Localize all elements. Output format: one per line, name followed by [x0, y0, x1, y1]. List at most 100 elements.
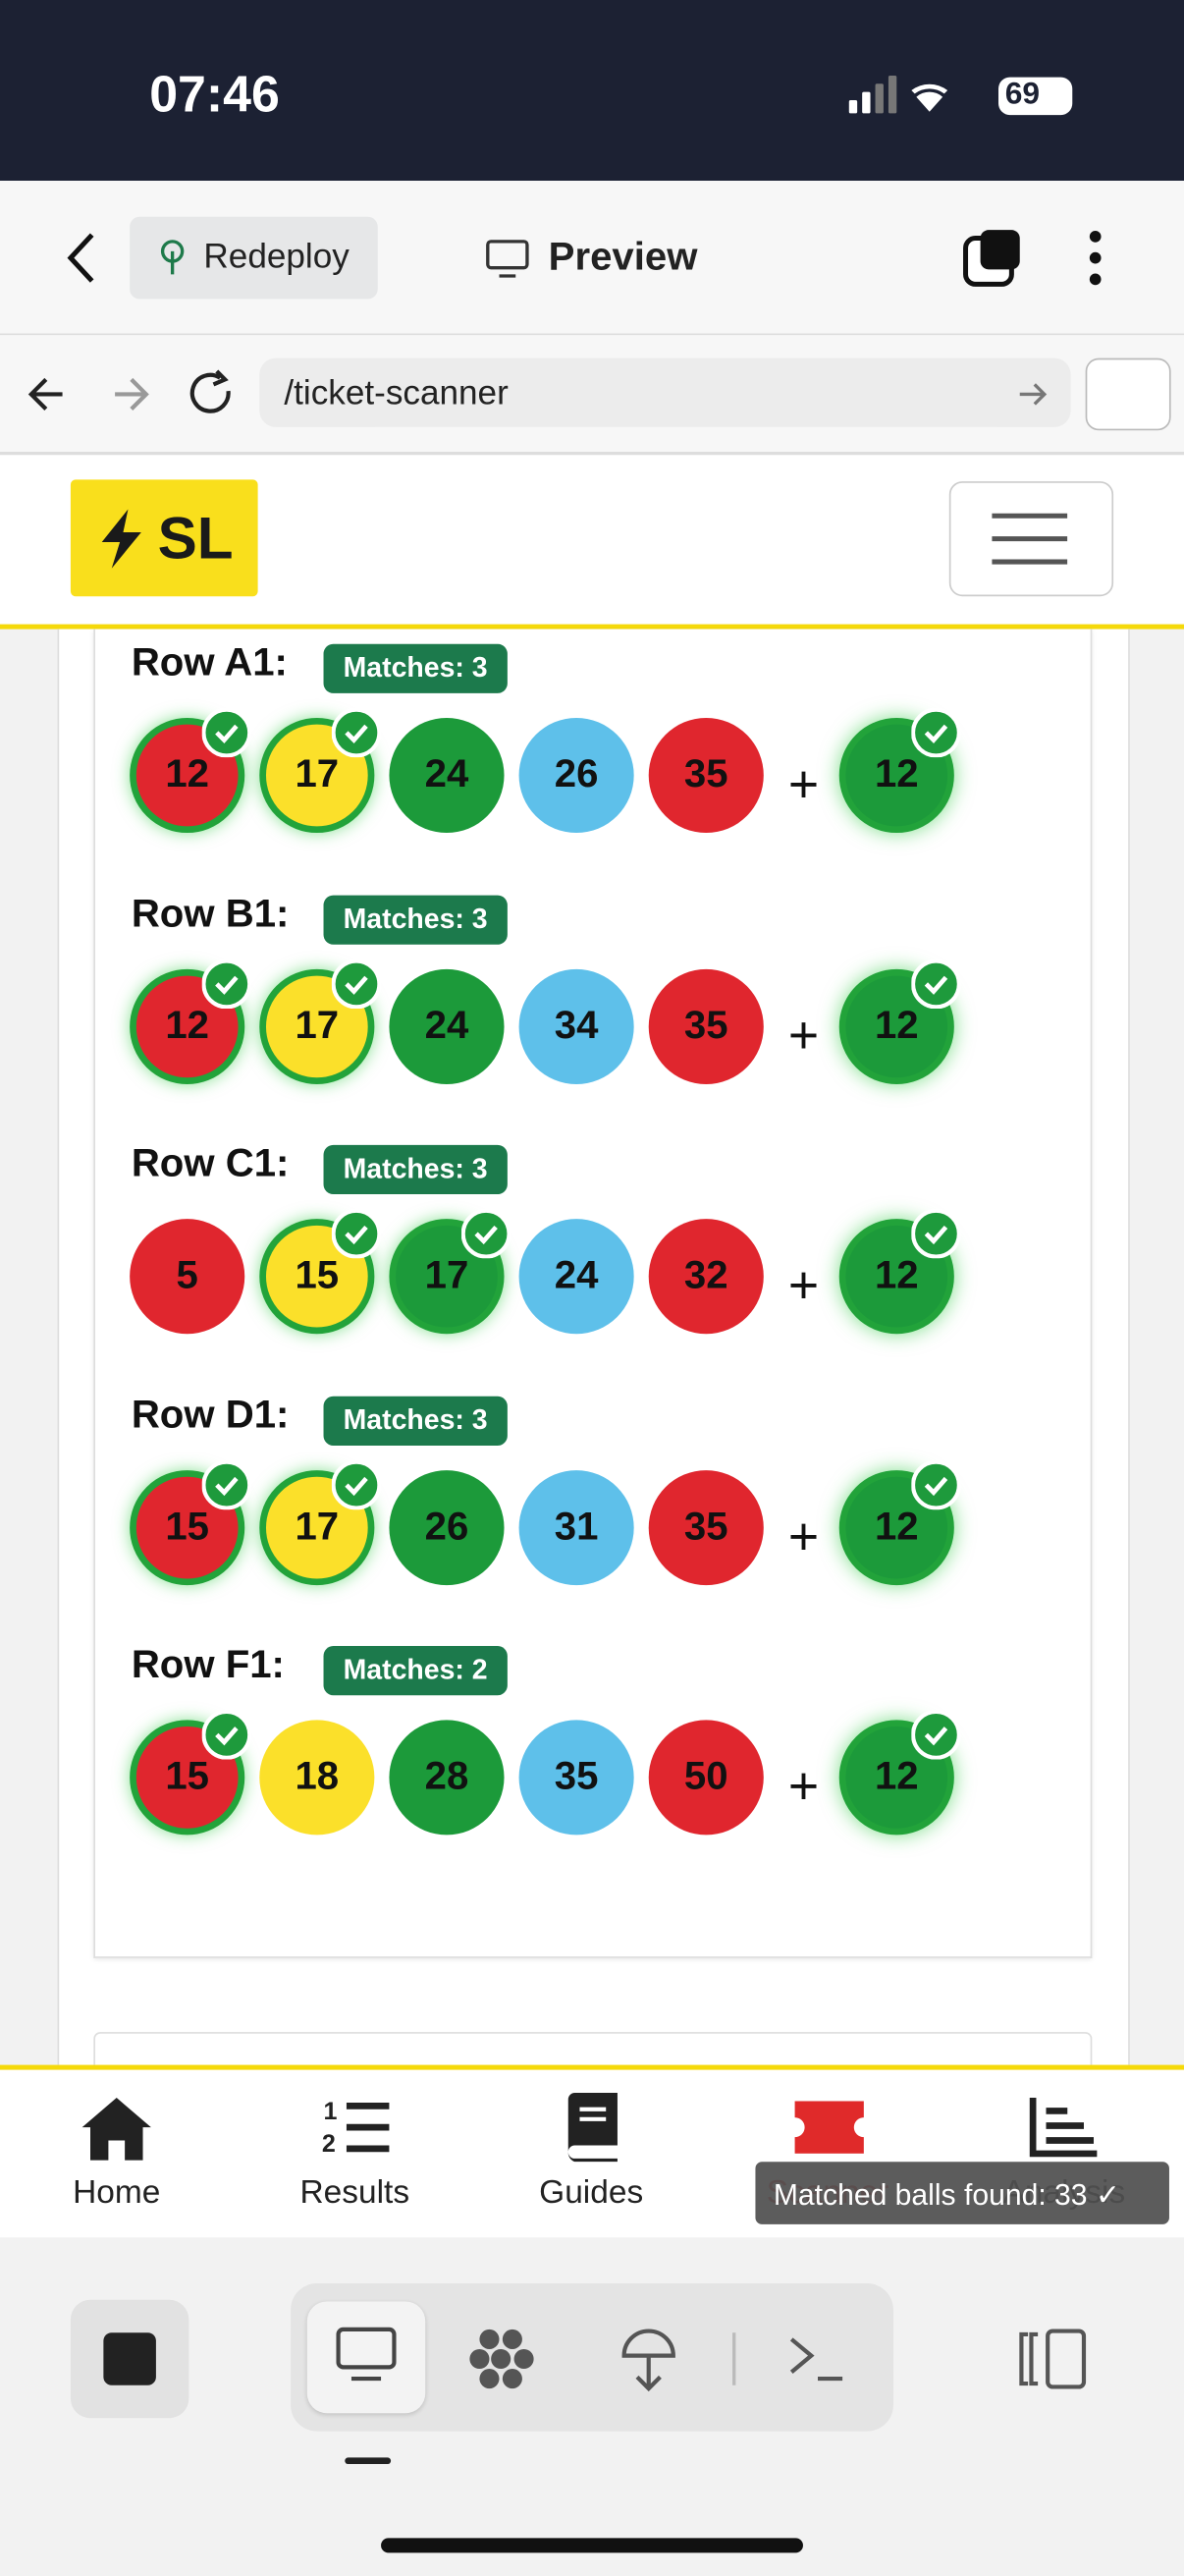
ball: 24	[389, 968, 505, 1084]
ball-number: 12	[874, 1003, 919, 1048]
logo-text: SL	[157, 504, 234, 573]
match-check	[911, 707, 961, 758]
ball-number: 12	[165, 1003, 210, 1048]
svg-text:2: 2	[322, 2130, 336, 2158]
preview-icon	[486, 240, 529, 278]
match-check	[911, 1459, 961, 1509]
ball: 17	[389, 1209, 511, 1335]
ball: 35	[648, 717, 764, 834]
stop-icon	[103, 2332, 156, 2385]
ball-number: 17	[295, 752, 340, 797]
ball-number: 12	[874, 1504, 919, 1549]
ball: 35	[518, 1720, 634, 1836]
matches-badge: Matches: 2	[323, 1646, 508, 1696]
row-label: Row C1:	[131, 1141, 290, 1186]
results-icon[interactable]: 12	[320, 2096, 393, 2159]
ball-number: 50	[683, 1754, 728, 1799]
match-check	[201, 1459, 251, 1509]
ball-number: 26	[424, 1504, 469, 1549]
match-check	[331, 707, 382, 758]
sidebar-toggle[interactable]	[1018, 2328, 1091, 2390]
ball-number: 12	[874, 752, 919, 797]
ball: 12	[130, 959, 251, 1084]
bonus-ball: 12	[838, 1459, 961, 1585]
tool-icons[interactable]	[329, 2317, 871, 2402]
nav-label[interactable]: Results	[299, 2174, 410, 2212]
ball: 15	[130, 1459, 251, 1585]
bonus-ball: 12	[838, 959, 961, 1084]
ball-number: 12	[874, 1253, 919, 1298]
ball-number: 12	[165, 752, 210, 797]
match-check	[911, 1209, 961, 1259]
nav-label[interactable]: Guides	[539, 2174, 644, 2212]
match-check	[201, 959, 251, 1009]
bonus-ball: 12	[838, 707, 961, 834]
plus-sign: +	[787, 1004, 820, 1065]
tab-indicator	[345, 2457, 392, 2465]
ball: 35	[648, 968, 764, 1084]
tabs-button[interactable]	[961, 227, 1027, 293]
home-indicator	[381, 2538, 803, 2553]
desktop-tab[interactable]	[306, 2301, 426, 2414]
matches-badge: Matches: 3	[323, 1395, 508, 1446]
ball: 50	[648, 1720, 764, 1836]
ball: 34	[518, 968, 634, 1084]
nav-label[interactable]: Home	[73, 2174, 161, 2212]
plus-sign: +	[787, 1756, 820, 1816]
matches-badge: Matches: 3	[323, 643, 508, 693]
plus-sign: +	[787, 753, 820, 813]
logo[interactable]	[70, 479, 258, 597]
ball: 17	[259, 707, 382, 834]
guides-icon[interactable]	[562, 2093, 620, 2163]
ball: 26	[518, 717, 634, 834]
open-external[interactable]	[1085, 357, 1171, 431]
ball-number: 31	[554, 1504, 599, 1549]
ball-number: 15	[165, 1504, 210, 1549]
ball-number: 35	[554, 1754, 599, 1799]
ball-number: 28	[424, 1754, 469, 1799]
menu-button[interactable]	[1079, 227, 1111, 293]
ball: 35	[648, 1469, 764, 1585]
row-label: Row A1:	[131, 640, 288, 685]
toast-text: Matched balls found: 33 ✓	[773, 2178, 1121, 2212]
ball: 12	[130, 707, 251, 834]
toast	[755, 2162, 1169, 2224]
ball: 24	[518, 1219, 634, 1335]
match-check	[331, 959, 382, 1009]
back-button[interactable]	[63, 230, 102, 286]
svg-text:1: 1	[324, 2098, 338, 2125]
ball-number: 24	[424, 1003, 469, 1048]
match-check	[911, 959, 961, 1009]
preview-label[interactable]: Preview	[548, 235, 698, 280]
ball-number: 5	[176, 1253, 198, 1298]
ball-number: 18	[295, 1754, 340, 1799]
ball: 18	[259, 1720, 375, 1836]
ball-number: 15	[165, 1754, 210, 1799]
status-icons	[848, 75, 1073, 116]
ball-number: 24	[554, 1253, 599, 1298]
time: 07:46	[149, 65, 280, 124]
hamburger[interactable]	[948, 481, 1114, 597]
plus-sign: +	[787, 1254, 820, 1315]
plus-sign: +	[787, 1506, 820, 1565]
nav-buttons[interactable]	[23, 369, 236, 418]
match-check	[331, 1459, 382, 1509]
logo-bolt	[101, 509, 141, 569]
home-icon[interactable]	[79, 2095, 154, 2164]
bonus-ball: 12	[838, 1209, 961, 1335]
ball: 5	[130, 1219, 245, 1335]
ball-number: 17	[295, 1504, 340, 1549]
analysis-icon[interactable]	[1028, 2095, 1101, 2161]
matches-badge: Matches: 3	[323, 1144, 508, 1195]
scanner-icon[interactable]	[790, 2101, 869, 2154]
url-text: /ticket-scanner	[284, 374, 509, 412]
bonus-ball: 12	[838, 1710, 961, 1836]
ball-number: 32	[683, 1253, 728, 1298]
ball-number: 34	[554, 1003, 599, 1048]
ball-number: 26	[554, 752, 599, 797]
match-check	[911, 1710, 961, 1760]
url-field[interactable]	[259, 357, 1071, 427]
match-check	[331, 1209, 382, 1259]
ball: 17	[259, 1459, 382, 1585]
